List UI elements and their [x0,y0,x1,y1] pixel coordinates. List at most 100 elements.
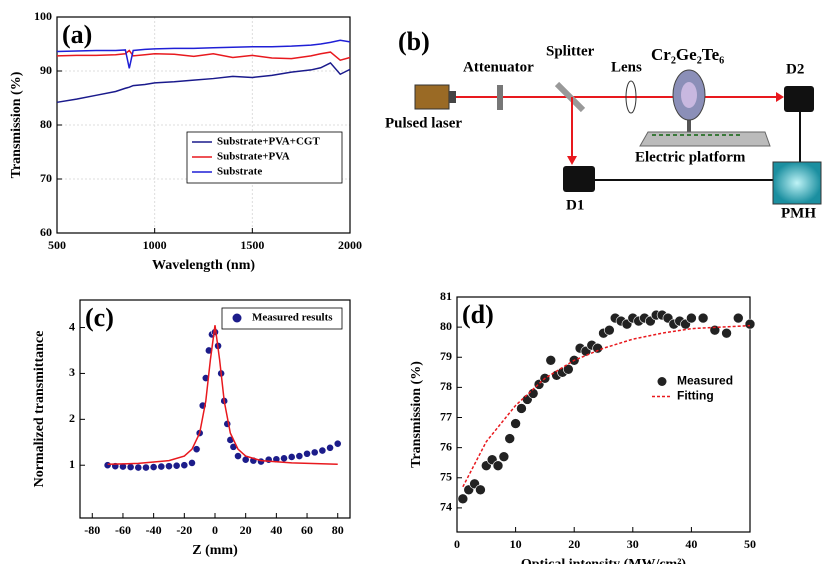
legend-label: Substrate [217,166,262,178]
panel-label: (c) [85,303,114,332]
label: D2 [786,61,804,77]
legend-frame [186,131,343,184]
series-line [56,61,351,104]
data-point [103,461,112,470]
y-tick-label: 79 [440,349,452,363]
data-point [287,453,296,461]
data-point [492,460,504,472]
x-tick-label: 40 [685,537,697,551]
legend-label: Fitting [677,389,714,403]
legend-label: Measured [677,374,733,388]
x-tick-label: 60 [301,523,313,537]
x-tick-label: -20 [176,523,192,537]
panel-label: (d) [462,300,494,329]
label: Pulsed laser [385,115,462,131]
data-point [510,418,521,429]
x-axis-label: Optical intensity (MW/cm²) [521,557,687,564]
data-point [318,446,327,455]
y-tick-label: 75 [440,470,452,484]
label: D1 [566,197,584,213]
x-tick-label: -80 [84,523,100,537]
arrow [567,156,577,165]
data-point [697,312,709,324]
data-point [686,312,697,324]
data-point [592,342,603,354]
data-point [604,324,615,336]
label: Lens [611,59,642,75]
x-tick-label: -40 [146,523,162,537]
laser-head [449,91,456,103]
data-point [457,493,469,505]
data-point [333,439,342,448]
data-point [157,462,166,471]
y-tick-label: 60 [40,225,52,239]
y-tick-label: 1 [69,457,75,471]
x-tick-label: 80 [332,523,344,537]
data-point [280,454,288,463]
data-point [149,463,158,471]
plot-frame [56,16,351,234]
plot-frame [456,296,751,533]
data-point [126,463,135,471]
y-axis-label: Transmission (%) [9,71,24,178]
y-tick-label: 77 [440,409,452,423]
data-point [192,445,201,454]
data-point [234,452,242,460]
data-point [310,448,319,457]
y-tick-label: 90 [40,63,52,77]
sample [681,82,697,108]
x-tick-label: 30 [627,537,639,551]
y-tick-label: 76 [440,439,452,453]
x-tick-label: 500 [48,238,66,252]
data-point [709,324,721,336]
d1-detector [563,166,595,192]
x-tick-label: 0 [212,523,218,537]
legend-label: Substrate+PVA+CGT [217,136,320,148]
data-point [303,449,311,458]
x-tick-label: 1500 [240,238,264,252]
data-point [264,455,273,464]
panel-label: (b) [398,27,430,56]
x-tick-label: 20 [240,523,252,537]
data-point [165,462,173,471]
data-point [326,443,334,452]
laser [414,84,450,110]
series-line [56,39,351,69]
x-tick-label: 2000 [338,238,362,252]
data-point [295,452,304,460]
x-tick-label: 50 [744,537,756,551]
data-point [498,451,510,462]
series-line [107,325,338,466]
legend-label: Measured results [252,312,333,324]
series-line [56,49,351,62]
plot-frame [79,299,351,519]
y-tick-label: 74 [440,500,452,514]
data-point [721,327,732,339]
attenuator [497,85,503,110]
label: Electric platform [635,149,746,165]
data-point [180,461,189,470]
data-point [188,459,196,467]
arrow [776,92,784,102]
y-tick-label: 78 [440,379,452,393]
y-tick-label: 70 [40,171,52,185]
x-axis-label: Z (mm) [192,543,238,558]
splitter [554,81,586,113]
setup-diagram: (b) Attenuator Splitter Lens Cr₂Ge₂Te₆ D… [385,27,822,221]
y-tick-label: 100 [34,9,52,23]
label: PMH [781,205,816,221]
panel-label: (a) [62,20,92,49]
data-point [732,312,744,324]
y-axis-label: Normalized transmittance [32,331,47,488]
x-tick-label: 20 [568,537,580,551]
data-point [142,463,150,472]
data-point [744,318,756,330]
x-axis-label: Wavelength (nm) [152,258,255,273]
y-tick-label: 2 [69,411,75,425]
data-point [504,433,516,444]
x-tick-label: -60 [115,523,131,537]
legend-frame [221,307,343,330]
data-point [134,463,143,472]
x-tick-label: 0 [454,537,460,551]
